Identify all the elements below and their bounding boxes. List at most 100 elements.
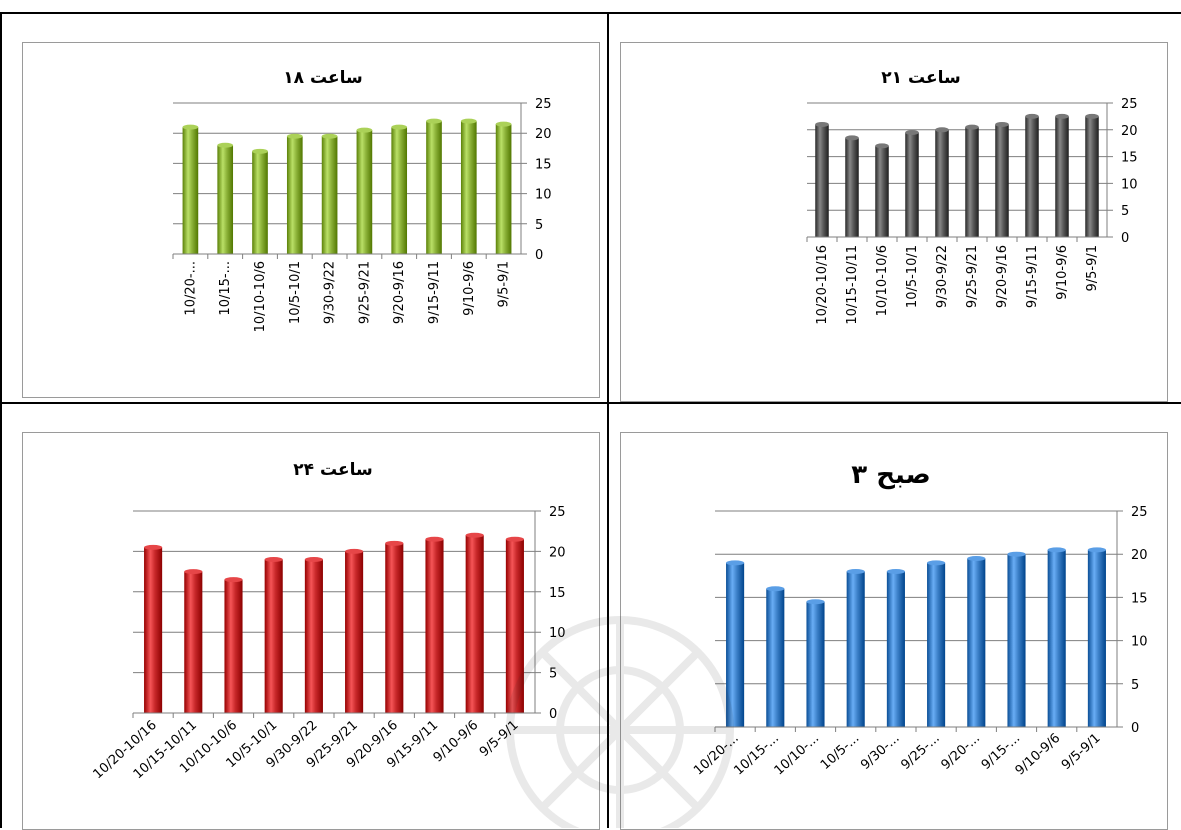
bar (845, 137, 859, 237)
y-tick-label: 15 (1121, 151, 1138, 166)
x-category-label: 9/10-9/6 (1055, 245, 1070, 300)
y-tick-label: 5 (1121, 204, 1129, 219)
y-tick-label: 15 (535, 157, 552, 172)
x-category-label: 9/5-9/1 (1085, 245, 1100, 292)
bar-cap (144, 544, 163, 550)
bar-cap (425, 536, 444, 542)
bar (995, 124, 1009, 237)
bar (495, 124, 512, 254)
x-category-label: 9/20-9/16 (995, 245, 1010, 308)
chart-panel-18: ساعت ۱۸ 0 5 10 15 20 25 10/20-... 10/15-... 10/10… (22, 42, 600, 398)
bar-cap (927, 560, 946, 566)
bar-cap (182, 124, 199, 130)
bar-cap (304, 556, 323, 562)
x-category-label: 10/20-10/16 (815, 245, 830, 325)
bar (967, 558, 986, 727)
x-category-label: 10/5-... (818, 731, 862, 773)
x-category-label: 10/15-... (218, 261, 233, 316)
bar-cap (1007, 551, 1026, 557)
y-tick-label: 25 (1131, 505, 1148, 520)
y-tick-label: 0 (549, 707, 557, 722)
bar (182, 127, 199, 254)
y-tick-label: 0 (1121, 231, 1129, 246)
x-category-label: 9/15-9/11 (427, 261, 442, 324)
y-tick-label: 10 (1121, 177, 1138, 192)
bar-cap (505, 536, 524, 542)
bar-cap (965, 124, 979, 130)
x-category-label: 9/10-9/6 (462, 261, 477, 316)
bar-cap (815, 121, 829, 127)
bar-cap (465, 532, 484, 538)
y-tick-label: 10 (549, 626, 566, 641)
bar (905, 132, 919, 237)
x-category-label: 9/30-9/22 (935, 245, 950, 308)
table-border-top (0, 12, 1181, 14)
x-category-label: 9/20-9/16 (392, 261, 407, 324)
bar (144, 547, 163, 713)
y-tick-label: 0 (1131, 721, 1139, 736)
bar-cap (184, 569, 203, 575)
bar (184, 571, 203, 713)
bar (1087, 549, 1106, 727)
chart-title: ساعت ۲۴ (293, 460, 372, 480)
x-category-label: 10/20-... (183, 261, 198, 316)
bar (927, 562, 946, 727)
bar (1085, 116, 1099, 237)
x-category-label: 10/10-10/6 (875, 245, 890, 316)
chart-panel-24: ساعت ۲۴ 0 5 10 15 20 25 10/20-10/16 10/15-10/11 1… (22, 432, 600, 830)
table-border-left (0, 12, 2, 828)
x-category-label: 9/30-... (858, 731, 902, 773)
y-tick-label: 20 (1131, 548, 1148, 563)
bar-chart-18: ساعت ۱۸ 0 5 10 15 20 25 10/20-... 10/15-... 10/10… (172, 68, 552, 332)
bar-cap (1025, 113, 1039, 119)
bar (806, 601, 825, 727)
bar-cap (886, 568, 905, 574)
x-category-label: 9/25-9/21 (965, 245, 980, 308)
y-tick-label: 10 (1131, 635, 1148, 650)
bar (321, 136, 338, 254)
x-category-label: 10/10-10/6 (253, 261, 268, 332)
bar (425, 539, 444, 713)
bar (1047, 549, 1066, 727)
bar-cap (766, 586, 785, 592)
table-border-middle (0, 402, 1181, 404)
y-tick-label: 20 (1121, 124, 1138, 139)
x-category-label: 9/15-9/11 (1025, 245, 1040, 308)
bar (286, 136, 303, 254)
y-tick-label: 15 (1131, 591, 1148, 606)
bar (875, 145, 889, 237)
x-category-label: 9/20-... (939, 731, 983, 773)
bar-cap (345, 548, 364, 554)
bar (726, 562, 745, 727)
table-border-center (607, 12, 609, 828)
chart-title: ساعت ۱۸ (283, 68, 362, 88)
bar (935, 129, 949, 237)
x-category-label: 10/15-10/11 (845, 245, 860, 325)
y-tick-label: 20 (549, 545, 566, 560)
bar-cap (1055, 113, 1069, 119)
bar-cap (391, 124, 408, 130)
bar (465, 535, 484, 713)
bar (766, 588, 785, 727)
bar-cap (426, 118, 442, 124)
y-tick-label: 25 (535, 97, 552, 112)
bar (1007, 554, 1026, 727)
bar (391, 127, 408, 254)
chart-title: ۳ صبح (851, 460, 930, 490)
bar-cap (321, 133, 338, 139)
bar-cap (726, 560, 745, 566)
x-category-label: 10/5-10/1 (288, 261, 303, 324)
bar-cap (1087, 547, 1106, 553)
y-tick-label: 10 (535, 188, 552, 203)
bar (217, 145, 234, 254)
x-category-label: 9/25-9/21 (357, 261, 372, 324)
y-tick-label: 5 (549, 667, 557, 682)
bar (815, 124, 829, 237)
bar (224, 579, 243, 713)
y-tick-label: 5 (1131, 678, 1139, 693)
bar-cap (967, 556, 986, 562)
bar-cap (845, 135, 859, 141)
bar (965, 127, 979, 237)
bar (356, 130, 373, 254)
bar-chart-24: ساعت ۲۴051015202510/20-10/1610/15-10/111… (91, 460, 566, 782)
